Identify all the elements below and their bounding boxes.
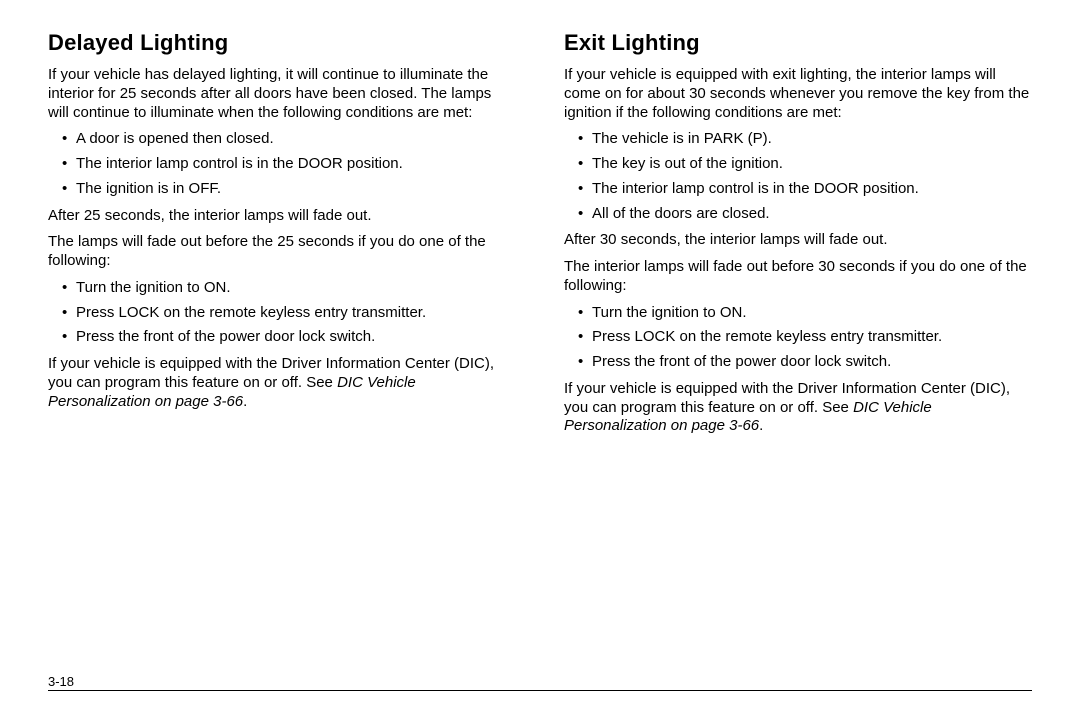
dic-prefix-text: If your vehicle is equipped with the Dri… [564, 380, 1010, 416]
two-column-layout: Delayed Lighting If your vehicle has del… [48, 30, 1032, 444]
dic-prefix-text: If your vehicle is equipped with the Dri… [48, 355, 494, 391]
delayed-lighting-early-fadeout-note: The lamps will fade out before the 25 se… [48, 233, 516, 271]
footer-wrap: 3-18 [48, 690, 1032, 692]
exit-lighting-dic-note: If your vehicle is equipped with the Dri… [564, 380, 1032, 436]
list-item: A door is opened then closed. [48, 130, 516, 149]
exit-lighting-fadeout-note: After 30 seconds, the interior lamps wil… [564, 231, 1032, 250]
left-column: Delayed Lighting If your vehicle has del… [48, 30, 516, 444]
dic-suffix-text: . [243, 393, 247, 410]
list-item: Press LOCK on the remote keyless entry t… [564, 328, 1032, 347]
page-footer: 3-18 [48, 690, 1032, 692]
list-item: Press the front of the power door lock s… [564, 353, 1032, 372]
right-column: Exit Lighting If your vehicle is equippe… [564, 30, 1032, 444]
list-item: Press the front of the power door lock s… [48, 328, 516, 347]
exit-lighting-heading: Exit Lighting [564, 30, 1032, 56]
delayed-lighting-conditions-list: A door is opened then closed. The interi… [48, 130, 516, 198]
dic-suffix-text: . [759, 417, 763, 434]
delayed-lighting-fadeout-note: After 25 seconds, the interior lamps wil… [48, 207, 516, 226]
delayed-lighting-heading: Delayed Lighting [48, 30, 516, 56]
exit-lighting-conditions-list: The vehicle is in PARK (P). The key is o… [564, 130, 1032, 223]
page-number: 3-18 [48, 674, 82, 689]
list-item: All of the doors are closed. [564, 205, 1032, 224]
list-item: The ignition is in OFF. [48, 180, 516, 199]
footer-rule [48, 690, 1032, 691]
delayed-lighting-dic-note: If your vehicle is equipped with the Dri… [48, 355, 516, 411]
list-item: Turn the ignition to ON. [564, 304, 1032, 323]
exit-lighting-intro: If your vehicle is equipped with exit li… [564, 66, 1032, 122]
delayed-lighting-actions-list: Turn the ignition to ON. Press LOCK on t… [48, 279, 516, 347]
manual-page: Delayed Lighting If your vehicle has del… [48, 30, 1032, 690]
list-item: Turn the ignition to ON. [48, 279, 516, 298]
list-item: The vehicle is in PARK (P). [564, 130, 1032, 149]
exit-lighting-actions-list: Turn the ignition to ON. Press LOCK on t… [564, 304, 1032, 372]
list-item: The interior lamp control is in the DOOR… [564, 180, 1032, 199]
list-item: Press LOCK on the remote keyless entry t… [48, 304, 516, 323]
exit-lighting-early-fadeout-note: The interior lamps will fade out before … [564, 258, 1032, 296]
list-item: The key is out of the ignition. [564, 155, 1032, 174]
list-item: The interior lamp control is in the DOOR… [48, 155, 516, 174]
delayed-lighting-intro: If your vehicle has delayed lighting, it… [48, 66, 516, 122]
